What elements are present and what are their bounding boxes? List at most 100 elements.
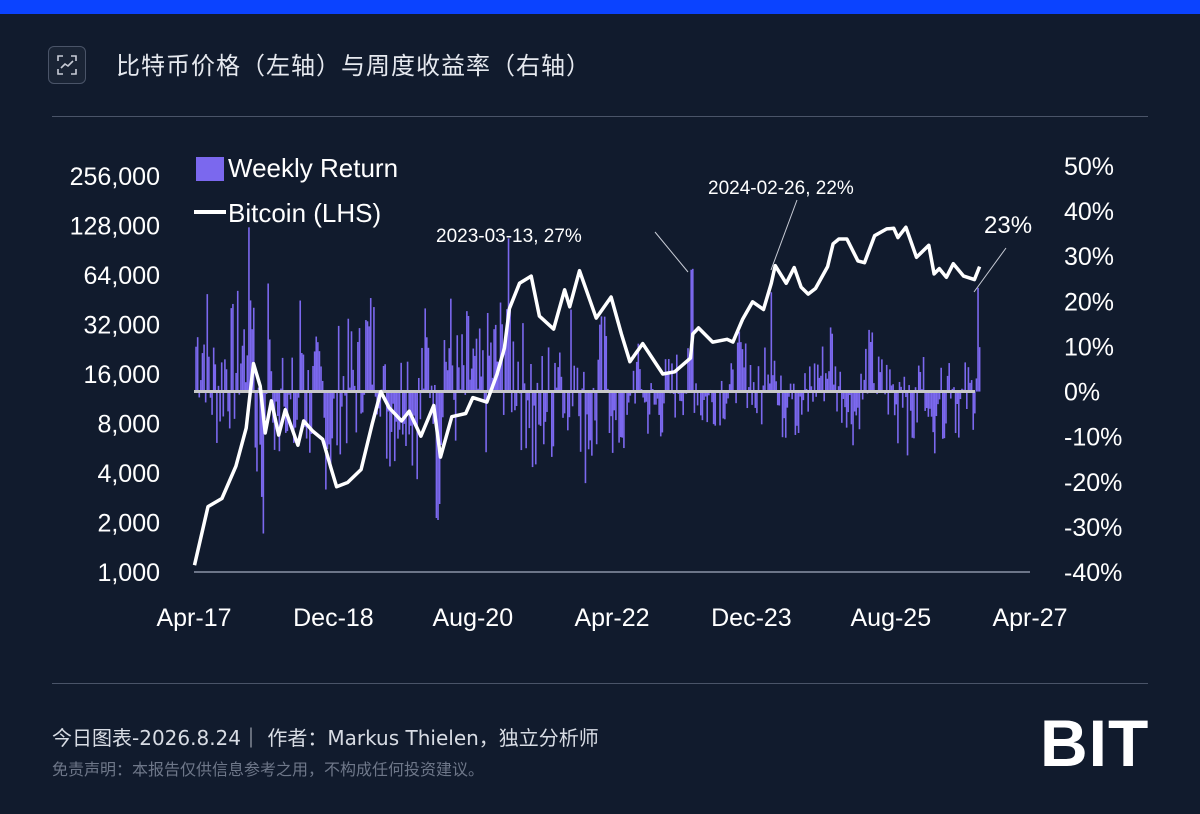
weekly-return-bar <box>812 391 814 402</box>
weekly-return-bar <box>451 365 454 392</box>
weekly-return-bar <box>748 387 750 392</box>
weekly-return-bar <box>228 391 231 429</box>
weekly-return-bar <box>259 391 261 445</box>
weekly-return-bar <box>954 391 957 434</box>
weekly-return-bar <box>873 383 875 392</box>
weekly-return-bar <box>794 391 797 435</box>
weekly-return-bar <box>828 371 830 392</box>
weekly-return-bar <box>898 381 901 392</box>
weekly-return-bar <box>464 391 467 395</box>
weekly-return-bar <box>413 391 415 416</box>
weekly-return-bar <box>416 391 418 480</box>
weekly-return-bar <box>544 391 547 422</box>
weekly-return-bar <box>810 386 813 392</box>
weekly-return-bar <box>331 391 334 439</box>
weekly-return-bar <box>664 359 667 392</box>
weekly-return-bar <box>655 391 657 405</box>
legend-bar-swatch <box>196 157 224 181</box>
weekly-return-bar <box>820 375 822 392</box>
weekly-return-bar <box>368 326 370 392</box>
weekly-return-bar <box>720 380 723 392</box>
x-tick-label: Aug-20 <box>433 604 514 632</box>
weekly-return-bar <box>757 366 760 392</box>
weekly-return-bar <box>546 391 548 412</box>
weekly-return-bar <box>869 341 872 392</box>
weekly-return-bar <box>930 391 933 417</box>
weekly-return-bar <box>868 329 870 392</box>
weekly-return-bar <box>938 391 941 400</box>
weekly-return-bar <box>541 356 543 392</box>
weekly-return-bar <box>974 391 976 414</box>
weekly-return-bar <box>837 386 840 392</box>
weekly-return-bar <box>860 373 862 392</box>
weekly-return-bar <box>722 391 725 419</box>
weekly-return-bar <box>493 329 495 392</box>
weekly-return-bar <box>371 384 374 392</box>
weekly-return-bar <box>600 316 603 392</box>
weekly-return-bar <box>307 370 310 392</box>
weekly-return-bar <box>885 364 888 392</box>
weekly-return-bar <box>357 342 359 392</box>
weekly-return-bar <box>443 340 446 392</box>
weekly-return-bar <box>401 391 404 435</box>
weekly-return-bar <box>310 391 313 435</box>
weekly-return-bar <box>740 342 742 392</box>
weekly-return-bar <box>260 391 263 497</box>
weekly-return-bar <box>919 371 922 392</box>
weekly-return-bar <box>321 380 324 392</box>
weekly-return-bar <box>906 391 909 456</box>
weekly-return-bar <box>816 364 819 392</box>
footer-divider <box>52 683 1148 684</box>
weekly-return-bar <box>903 376 906 392</box>
weekly-return-bar <box>446 370 449 392</box>
weekly-return-bar <box>605 336 608 392</box>
weekly-return-bar <box>579 391 582 452</box>
weekly-return-bar <box>522 323 524 392</box>
weekly-return-bar <box>562 391 564 418</box>
weekly-return-bar <box>922 357 925 392</box>
x-tick-label: Apr-22 <box>574 604 649 632</box>
weekly-return-bar <box>360 391 362 414</box>
weekly-return-bar <box>550 391 553 457</box>
weekly-return-bar <box>536 382 539 392</box>
weekly-return-bar <box>708 391 710 396</box>
chart-expand-button[interactable] <box>48 46 86 84</box>
weekly-return-bar <box>584 391 587 484</box>
left-tick-label: 256,000 <box>70 163 160 191</box>
weekly-return-bar <box>480 376 483 392</box>
weekly-return-bar <box>442 391 444 418</box>
weekly-return-bar <box>358 328 361 392</box>
weekly-return-bar <box>821 346 824 392</box>
weekly-return-bar <box>278 391 281 452</box>
weekly-return-bar <box>735 391 737 404</box>
weekly-return-bar <box>384 364 386 392</box>
weekly-return-bar <box>361 391 364 413</box>
weekly-return-bar <box>289 391 292 400</box>
bitcoin-price-line <box>192 225 982 566</box>
weekly-return-bar <box>773 360 776 392</box>
weekly-return-bar <box>291 357 294 392</box>
weekly-return-bar <box>688 359 691 392</box>
weekly-return-bar <box>661 391 664 433</box>
weekly-return-bar <box>440 391 443 446</box>
weekly-return-bar <box>490 342 492 392</box>
weekly-return-bar <box>674 391 676 418</box>
annotation-leader <box>654 231 689 273</box>
weekly-return-bar <box>429 391 431 399</box>
weekly-return-bar <box>328 391 330 445</box>
right-tick-label: -10% <box>1064 424 1122 452</box>
weekly-return-bar <box>595 391 598 445</box>
weekly-return-bar <box>711 391 713 403</box>
weekly-return-bar <box>363 391 366 395</box>
weekly-return-bar <box>506 309 508 392</box>
weekly-return-bar <box>700 391 702 416</box>
weekly-return-bar <box>281 357 284 392</box>
weekly-return-bar <box>637 343 640 392</box>
weekly-return-bar <box>792 383 795 392</box>
weekly-return-bar <box>560 376 563 392</box>
weekly-return-bar <box>533 391 535 406</box>
weekly-return-bar <box>815 391 817 397</box>
weekly-return-bar <box>909 391 912 411</box>
right-tick-label: 10% <box>1064 333 1114 361</box>
weekly-return-bar <box>448 348 451 392</box>
